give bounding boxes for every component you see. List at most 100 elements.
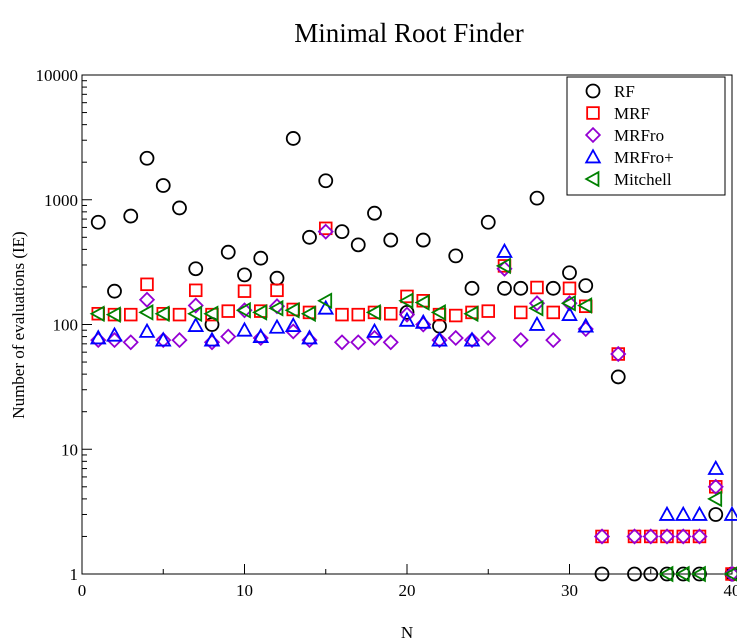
data-point: [382, 334, 399, 351]
data-point: [414, 294, 430, 311]
series-rf: [90, 131, 737, 582]
data-point: [155, 178, 171, 193]
y-tick-label: 100: [53, 316, 79, 335]
data-point: [514, 305, 528, 320]
data-point: [707, 459, 725, 475]
series-mitchell: [89, 257, 737, 583]
data-point: [138, 304, 154, 321]
data-point: [171, 331, 188, 349]
data-point: [723, 505, 737, 521]
data-point: [172, 307, 187, 322]
data-point: [627, 529, 642, 544]
data-point: [235, 301, 251, 319]
data-point: [560, 294, 576, 312]
data-point: [399, 305, 415, 320]
data-point: [692, 529, 707, 544]
data-point: [690, 565, 706, 583]
data-point: [447, 329, 464, 347]
data-point: [351, 307, 365, 322]
data-point: [512, 331, 529, 349]
data-point: [335, 307, 349, 322]
data-point: [691, 505, 708, 521]
data-point: [660, 529, 674, 544]
data-point: [398, 292, 414, 310]
data-point: [221, 304, 235, 318]
data-point: [398, 311, 416, 327]
data-point: [300, 305, 316, 323]
data-point: [252, 329, 269, 347]
x-tick-label: 10: [236, 581, 253, 600]
data-point: [107, 283, 122, 299]
data-point: [658, 565, 674, 583]
legend-marker: [584, 126, 602, 144]
data-point: [138, 291, 156, 308]
data-point: [594, 566, 610, 582]
legend-marker: [586, 106, 600, 120]
data-point: [610, 369, 626, 385]
data-point: [188, 261, 204, 277]
data-point: [463, 305, 479, 323]
data-point: [480, 329, 497, 347]
data-point: [530, 280, 544, 295]
data-point: [528, 315, 546, 331]
data-point: [268, 318, 286, 334]
data-point: [528, 299, 544, 317]
data-marks: [89, 131, 737, 583]
data-point: [676, 529, 691, 544]
data-point: [140, 277, 154, 292]
data-point: [317, 223, 334, 240]
data-point: [595, 529, 609, 544]
data-point: [268, 298, 286, 315]
data-point: [318, 221, 333, 236]
data-point: [577, 317, 595, 333]
series-mrfro-: [89, 242, 737, 521]
legend-label: MRF: [614, 104, 650, 123]
data-point: [398, 306, 416, 323]
data-point: [284, 301, 300, 319]
series-mrf: [91, 221, 737, 581]
data-point: [284, 316, 302, 332]
data-point: [301, 329, 318, 345]
axis-ticks: 0 10 20 30 40 1 10 100 1000 10000: [36, 66, 737, 600]
data-point: [723, 566, 737, 582]
data-point: [383, 306, 398, 321]
data-point: [561, 305, 578, 321]
data-point: [89, 329, 107, 345]
data-point: [334, 224, 350, 240]
data-point: [708, 507, 724, 522]
data-point: [610, 345, 627, 363]
data-point: [122, 334, 139, 351]
data-point: [187, 305, 203, 323]
data-point: [448, 308, 463, 323]
data-point: [496, 242, 513, 258]
data-point: [220, 328, 237, 345]
x-tick-label: 0: [78, 581, 87, 600]
x-tick-label: 20: [399, 581, 416, 600]
data-point: [577, 297, 593, 314]
data-point: [463, 331, 481, 347]
data-point: [626, 528, 643, 545]
data-point: [90, 214, 106, 230]
data-point: [448, 248, 464, 264]
y-axis-label: Number of evaluations (IE): [9, 231, 28, 418]
data-point: [268, 299, 284, 317]
data-point: [155, 331, 172, 349]
data-point: [220, 244, 236, 260]
data-point: [709, 480, 723, 494]
data-point: [317, 299, 335, 315]
data-point: [545, 331, 562, 349]
data-point: [139, 150, 155, 166]
data-point: [253, 250, 269, 266]
data-point: [578, 278, 594, 294]
data-point: [529, 190, 545, 206]
data-point: [203, 305, 219, 323]
data-point: [187, 297, 204, 314]
data-point: [154, 305, 170, 323]
data-point: [691, 528, 708, 545]
data-point: [269, 270, 285, 286]
data-point: [187, 316, 205, 332]
x-tick-label: 30: [561, 581, 578, 600]
data-point: [123, 208, 139, 224]
data-point: [350, 237, 366, 253]
data-point: [627, 566, 642, 582]
